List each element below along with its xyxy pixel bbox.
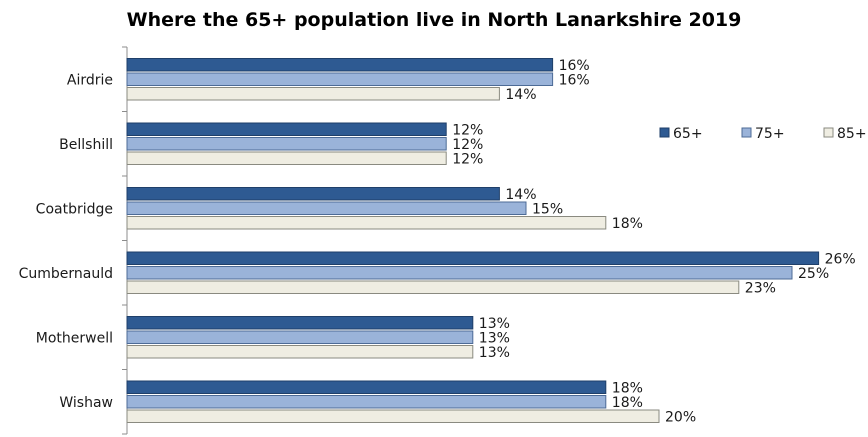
data-label: 16% [559, 73, 590, 89]
bar-75plus [126, 72, 554, 86]
data-label: 12% [452, 137, 483, 153]
bar-85plus [126, 216, 607, 230]
data-label: 15% [532, 202, 563, 218]
bar-85plus [126, 280, 740, 294]
category-label: Motherwell [36, 330, 113, 346]
data-label: 18% [612, 381, 643, 397]
category-label: Wishaw [59, 395, 113, 411]
data-label: 14% [505, 187, 536, 203]
data-label: 12% [452, 123, 483, 139]
data-label: 18% [612, 395, 643, 411]
bar-65plus [126, 122, 447, 136]
data-label: 18% [612, 216, 643, 232]
axis-layer: Airdrie Bellshill Coatbridge Cumbernauld Mot… [19, 46, 128, 435]
data-label: 20% [665, 410, 696, 426]
bar-65plus [126, 251, 820, 265]
data-label: 16% [559, 58, 590, 74]
legend-label: 75+ [755, 126, 785, 142]
bar-85plus [126, 409, 660, 423]
bar-75plus [126, 137, 447, 151]
legend-swatch [741, 127, 752, 138]
chart-title: Where the 65+ population live in North L… [126, 9, 742, 31]
legend-label: 85+ [837, 126, 867, 142]
legend-label: 65+ [673, 126, 703, 142]
data-label: 23% [745, 281, 776, 297]
data-label: 12% [452, 152, 483, 168]
bars-layer [126, 58, 820, 423]
bar-75plus [126, 330, 474, 344]
bar-65plus [126, 187, 500, 201]
data-label: 13% [479, 331, 510, 347]
bar-65plus [126, 380, 607, 394]
bar-75plus [126, 201, 527, 215]
legend-swatch [823, 127, 834, 138]
legend-swatch [659, 127, 670, 138]
data-labels-layer: 16%16%14%12%12%12%14%15%18%26%25%23%13%1… [452, 58, 856, 426]
bar-75plus [126, 395, 607, 409]
data-label: 26% [825, 252, 856, 268]
bar-65plus [126, 58, 554, 72]
bar-85plus [126, 87, 500, 101]
category-label: Coatbridge [36, 201, 113, 217]
category-label: Bellshill [59, 137, 113, 153]
data-label: 13% [479, 316, 510, 332]
bar-75plus [126, 266, 793, 280]
category-label: Cumbernauld [19, 266, 113, 282]
data-label: 25% [798, 266, 829, 282]
legend: 65+ 75+ 85+ [659, 126, 867, 142]
bar-65plus [126, 316, 474, 330]
data-label: 14% [505, 87, 536, 103]
bar-85plus [126, 345, 474, 359]
data-label: 13% [479, 345, 510, 361]
bar-85plus [126, 151, 447, 165]
category-label: Airdrie [67, 72, 113, 88]
